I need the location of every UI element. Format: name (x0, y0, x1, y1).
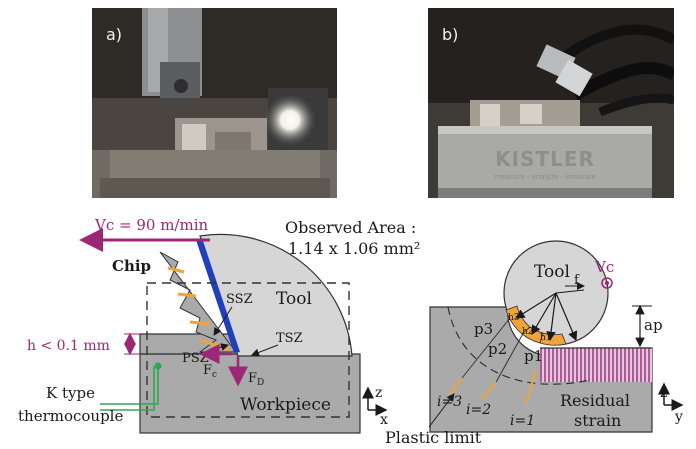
h2-label: h2 (522, 327, 534, 337)
p2-label: p2 (488, 340, 507, 358)
tsz-label: TSZ (276, 331, 303, 346)
thermo-label-1: K type (46, 384, 95, 402)
kistler-brand-text: KISTLER (495, 147, 595, 171)
radial-arrow-0 (555, 292, 578, 342)
fc-sub: c (212, 370, 217, 380)
observed-area-box (146, 282, 350, 418)
plastic-limit-pointer (428, 393, 455, 428)
ap-label: ap (644, 316, 663, 334)
fc-label: Fc (203, 363, 217, 380)
thermo-label-2: thermocouple (18, 407, 123, 425)
chip-label: Chip (112, 257, 151, 275)
h-label: h < 0.1 mm (27, 338, 110, 354)
plastic-limit-label: Plastic limit (385, 428, 482, 447)
fd-label: FD (248, 371, 264, 388)
tsz-pointer (251, 344, 279, 357)
feed-label: f (574, 273, 580, 288)
photo-a (92, 8, 337, 198)
shear-band-2 (177, 292, 197, 298)
observed-area-title: Observed Area : (285, 218, 416, 237)
left-diagram: Vc = 90 m/min Observed Area : 1.14 x 1.0… (18, 216, 420, 434)
i2-leader (481, 381, 497, 401)
residual-label-1: Residual (560, 391, 630, 410)
photo-a-label: a) (106, 25, 122, 44)
fd-main: F (248, 371, 257, 386)
workpiece-block (139, 353, 361, 434)
radial-arrow-3 (514, 292, 557, 319)
feed-line (555, 289, 585, 294)
residual-label-2: strain (574, 411, 621, 430)
thermocouple-wire-2 (100, 366, 155, 411)
i1-label: i=1 (510, 413, 535, 429)
i2-label: i=2 (466, 402, 491, 418)
ssz-label: SSZ (226, 292, 253, 307)
vc-out-of-plane-icon (601, 277, 613, 289)
kistler-tagline: measure · analyze · innovate (494, 173, 596, 181)
p3-label: p3 (474, 320, 493, 338)
i3-leader (449, 377, 463, 395)
right-diagram: Tool Vc f h3 h2 h1 ap p3 p2 p1 i=3 i=2 i… (385, 240, 684, 447)
photo-b (428, 8, 674, 198)
layer-boundary-3 (461, 317, 511, 379)
layer-boundary-2 (494, 329, 526, 385)
thermocouple-wire-1 (100, 366, 159, 405)
i1-leader (525, 369, 537, 405)
vc-dot (605, 281, 609, 285)
radial-arrow-1 (546, 292, 557, 342)
tool-label-left: Tool (276, 289, 312, 309)
i3-label: i=3 (437, 394, 462, 410)
h3-label: h3 (508, 313, 520, 323)
plastic-limit-curve (447, 306, 591, 385)
shear-band-1 (167, 266, 185, 274)
axis-z-label-left: z (375, 385, 382, 401)
fc-main: F (203, 363, 212, 378)
axis-y-label-right: y (674, 409, 683, 425)
tool-label-right: Tool (534, 262, 570, 282)
fd-sub: D (257, 378, 264, 388)
p1-label: p1 (524, 347, 543, 365)
tool-sector (199, 233, 353, 357)
axis-z-label-right: z (660, 385, 667, 401)
observed-area-size: 1.14 x 1.06 mm² (288, 239, 420, 258)
radial-arrow-2 (531, 292, 557, 336)
h1-label: h1 (540, 333, 552, 343)
photo-b-label: b) (442, 25, 458, 44)
ssz-pointer (213, 306, 233, 336)
workpiece-label: Workpiece (240, 395, 331, 415)
residual-strain-region (540, 348, 652, 382)
vc-label: Vc = 90 m/min (94, 216, 208, 234)
axis-x-label-left: x (380, 412, 388, 428)
chip-tool-contact (196, 238, 240, 353)
shear-band-3 (189, 320, 211, 326)
vc-label-right: Vc (594, 258, 614, 276)
